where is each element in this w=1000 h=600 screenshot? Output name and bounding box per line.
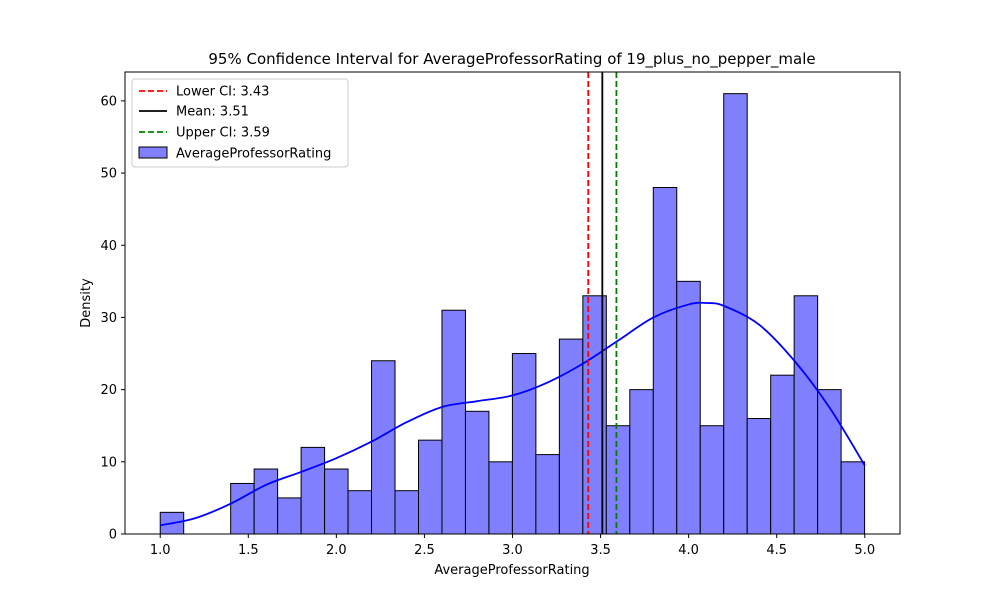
y-tick-label: 60 xyxy=(100,94,117,109)
x-tick-label: 3.0 xyxy=(502,543,523,558)
histogram-bar xyxy=(511,353,537,535)
histogram-bar xyxy=(371,360,396,535)
legend-label: Mean: 3.51 xyxy=(176,105,249,120)
x-tick-label: 1.5 xyxy=(238,543,259,558)
x-tick-label: 2.0 xyxy=(326,543,347,558)
histogram-bar xyxy=(277,497,302,535)
histogram-bar xyxy=(535,454,560,535)
x-tick-label: 1.0 xyxy=(150,543,171,558)
y-tick-label: 10 xyxy=(100,455,117,470)
ci-lines-group xyxy=(587,72,618,534)
y-tick-label: 40 xyxy=(100,239,117,254)
y-tick-label: 20 xyxy=(100,383,117,398)
legend-label: Upper CI: 3.59 xyxy=(176,126,270,141)
histogram-bar xyxy=(464,410,490,535)
histogram-bar xyxy=(300,446,326,535)
x-tick-label: 5.0 xyxy=(854,543,875,558)
y-axis-ticks: 0 10 20 30 40 50 60 xyxy=(100,94,125,543)
x-tick-label: 3.5 xyxy=(590,543,611,558)
y-tick-label: 50 xyxy=(100,167,117,182)
histogram-bar xyxy=(558,338,584,535)
histogram-bar xyxy=(347,490,373,535)
kde-curve-group xyxy=(160,301,866,527)
x-tick-label: 4.5 xyxy=(766,543,787,558)
histogram-bar xyxy=(817,389,842,535)
x-axis-label: AverageProfessorRating xyxy=(434,563,589,578)
histogram-bar xyxy=(488,461,513,535)
legend-swatch-histogram xyxy=(138,146,168,159)
y-tick-label: 30 xyxy=(100,311,117,326)
histogram-bar xyxy=(629,389,654,535)
chart-title: 95% Confidence Interval for AverageProfe… xyxy=(208,50,815,69)
histogram-bar xyxy=(605,425,631,535)
histogram-bar xyxy=(723,93,748,535)
histogram-bar xyxy=(840,461,866,535)
x-tick-label: 2.5 xyxy=(414,543,435,558)
x-tick-label: 4.0 xyxy=(678,543,699,558)
histogram-bar xyxy=(394,490,419,535)
histogram-bar xyxy=(770,374,795,535)
legend-label: AverageProfessorRating xyxy=(176,147,331,162)
histogram-bar xyxy=(676,280,701,535)
x-axis-ticks: 1.0 1.5 2.0 2.5 3.0 3.5 4.0 4.5 5.0 xyxy=(150,534,875,558)
histogram-bar xyxy=(793,295,819,535)
y-axis-label: Density xyxy=(79,278,94,328)
legend: Lower CI: 3.43 Mean: 3.51 Upper CI: 3.59 Av… xyxy=(131,78,349,168)
histogram-bar xyxy=(253,468,279,535)
histogram-bar xyxy=(417,439,443,535)
histogram-bar xyxy=(441,309,466,535)
histogram-bar xyxy=(652,187,678,535)
histogram-bar xyxy=(699,425,725,535)
legend-box xyxy=(131,78,349,168)
histogram-bar xyxy=(324,468,349,535)
y-tick-label: 0 xyxy=(109,528,117,543)
legend-label: Lower CI: 3.43 xyxy=(176,85,269,100)
kde-curve xyxy=(160,301,866,527)
histogram-bar xyxy=(230,482,255,535)
histogram-bar xyxy=(746,418,772,535)
